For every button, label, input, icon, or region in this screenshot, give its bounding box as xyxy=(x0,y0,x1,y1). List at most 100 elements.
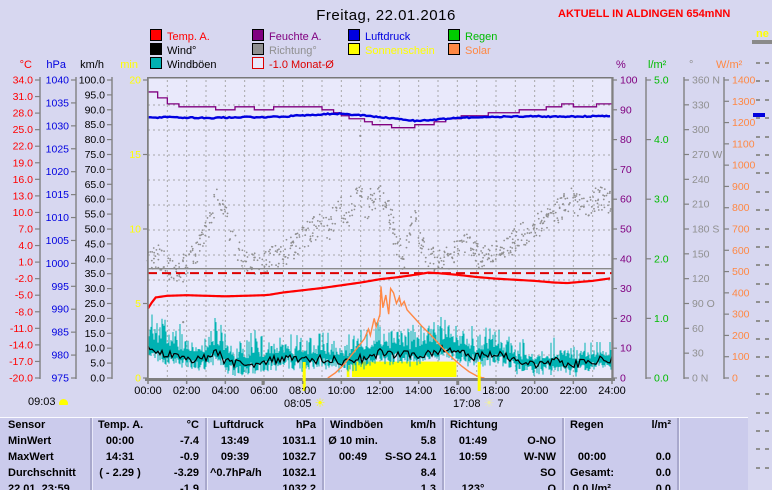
axis-tick-label: 65.0 xyxy=(85,179,106,191)
axis-tick-label: 210 xyxy=(692,199,710,211)
table-cell-filler xyxy=(677,481,748,490)
legend-label: -1.0 Monat-Ø xyxy=(269,59,334,71)
wind-axis: 100.0 95.0 90.0 85.0 80.0 75.0 70.0 65.0 60.0 55.… xyxy=(79,59,113,385)
axis-tick-label: 50.0 xyxy=(85,224,106,236)
legend-label: Feuchte A. xyxy=(269,31,322,43)
sunset-time: 17:08 ☀ 7 xyxy=(453,396,504,410)
axis-tick-label: 980 xyxy=(51,350,69,362)
table-cell-time: ( - 2.29 ) xyxy=(90,465,148,481)
legend-swatch-icon xyxy=(348,29,360,41)
x-tick-label: 06:00 xyxy=(250,385,278,397)
moon-phase-label: 7 xyxy=(497,398,504,410)
axis-tick-label: 100 xyxy=(732,351,750,363)
axis-tick-label: 3.0 xyxy=(654,194,669,206)
axis-tick-label: 50 xyxy=(620,224,632,236)
axis-tick-label: -14.0 xyxy=(9,339,33,351)
axis-tick-label: -20.0 xyxy=(9,373,33,385)
x-tick-label: 04:00 xyxy=(212,385,240,397)
axis-tick-label: 240 xyxy=(692,174,710,186)
axis-tick-label: 85.0 xyxy=(85,119,106,131)
sunrise-time: 08:05 ☀ xyxy=(284,396,325,410)
table-cell-value: 8.4 xyxy=(420,467,436,479)
mini-scale-tick xyxy=(756,466,760,469)
axis-unit-label: ° xyxy=(689,59,693,71)
axis-tick-label: 90 xyxy=(620,104,632,116)
axis-tick-label: 40.0 xyxy=(85,253,106,265)
axis-tick-label: 70 xyxy=(620,164,632,176)
x-tick-label: 14:00 xyxy=(405,385,433,397)
axis-tick-label: 1040 xyxy=(46,75,70,87)
axis-unit-label: min xyxy=(120,59,138,71)
direction-axis: 360 N 330 300 270 W 240 210 180 S 150 120 90 O 60 3… xyxy=(683,59,722,385)
legend-label: Solar xyxy=(465,45,491,57)
legend-label: Sonnenschein xyxy=(365,45,435,57)
table-cell-time: 09:39 xyxy=(205,449,263,465)
sunrise-time-label: 08:05 xyxy=(284,398,312,410)
x-axis-labels: 00:00 02:00 04:00 06:00 08:00 10:00 12:00 14:00… xyxy=(134,381,626,397)
legend-item-sonnenschein: Sonnenschein xyxy=(348,43,435,57)
table-cell-value xyxy=(620,433,677,449)
axis-tick-label: 500 xyxy=(732,266,750,278)
axis-tick-label: 10 xyxy=(129,224,141,236)
mini-scale-tick xyxy=(765,466,769,469)
temp-axis: 34.0 31.0 28.0 25.0 22.0 19.0 16.0 13.0 10.0 7.0 4… xyxy=(9,59,41,385)
axis-tick-label: 1300 xyxy=(732,96,756,108)
axis-tick-label: 13.0 xyxy=(13,190,34,202)
axis-tick-label: 70.0 xyxy=(85,164,106,176)
axis-tick-label: 180 S xyxy=(692,224,719,236)
table-row-label: MinWert xyxy=(8,435,52,447)
axis-tick-label: 150 xyxy=(692,248,710,260)
table-cell-value: 1032.2 xyxy=(282,483,316,490)
x-axis-line xyxy=(145,378,615,381)
axis-tick-label: 100.0 xyxy=(79,75,105,87)
mini-scale-tick xyxy=(765,448,769,451)
axis-tick-label: 16.0 xyxy=(13,174,34,186)
table-cell-value: SO xyxy=(540,467,556,479)
axis-tick-label: 34.0 xyxy=(13,75,34,87)
pressure-axis: 1040 1035 1030 1025 1020 1015 1010 1005 1000 995 9… xyxy=(46,59,77,385)
axis-tick-label: 31.0 xyxy=(13,91,34,103)
axis-tick-label: 90.0 xyxy=(85,104,106,116)
sunrise-sun-icon: ☀ xyxy=(314,396,326,410)
axis-tick-label: 1400 xyxy=(732,75,756,87)
axis-tick-label: 10 xyxy=(620,343,632,355)
series-richtung xyxy=(146,134,612,324)
legend-swatch-icon xyxy=(348,43,360,55)
axis-tick-label: 80.0 xyxy=(85,134,106,146)
axis-tick-label: -17.0 xyxy=(9,356,33,368)
axis-tick-label: 100 xyxy=(620,75,638,87)
axis-tick-label: 25.0 xyxy=(85,298,106,310)
legend-swatch-icon xyxy=(448,43,460,55)
axis-tick-label: 20 xyxy=(620,313,632,325)
axis-tick-label: 300 xyxy=(692,124,710,136)
axis-tick-label: 200 xyxy=(732,330,750,342)
x-tick-label: 18:00 xyxy=(482,385,510,397)
table-cell-value: 0.0 xyxy=(655,483,671,490)
table-cell-time: 00:00 xyxy=(90,433,148,449)
legend-swatch-icon xyxy=(150,57,162,69)
x-tick-label: 02:00 xyxy=(173,385,201,397)
table-cell-value: 5.8 xyxy=(420,435,436,447)
axis-tick-label: 1020 xyxy=(46,166,70,178)
table-cell-value: -0.9 xyxy=(180,451,199,463)
axis-tick-label: 10.0 xyxy=(85,343,106,355)
axis-tick-label: 40 xyxy=(620,253,632,265)
axis-unit-label: W/m² xyxy=(716,59,743,71)
series-windboeen xyxy=(148,314,612,377)
x-tick-label: 16:00 xyxy=(444,385,472,397)
axis-tick-label: 975 xyxy=(51,373,69,385)
legend-swatch-icon xyxy=(448,29,460,41)
legend-label: Windböen xyxy=(167,59,217,71)
table-header-unit: °C xyxy=(186,419,199,431)
sunset-time-label: 17:08 xyxy=(453,398,481,410)
legend-swatch-icon xyxy=(150,43,162,55)
table-header-unit: l/m² xyxy=(651,419,671,431)
x-tick-label: 12:00 xyxy=(366,385,394,397)
axis-unit-label: hPa xyxy=(46,59,66,71)
legend-item-feuchte-a-: Feuchte A. xyxy=(252,29,322,43)
legend-item--1-0-monat-: -1.0 Monat-Ø xyxy=(252,57,334,71)
axis-unit-label: km/h xyxy=(80,59,104,71)
axis-tick-label: 800 xyxy=(732,202,750,214)
